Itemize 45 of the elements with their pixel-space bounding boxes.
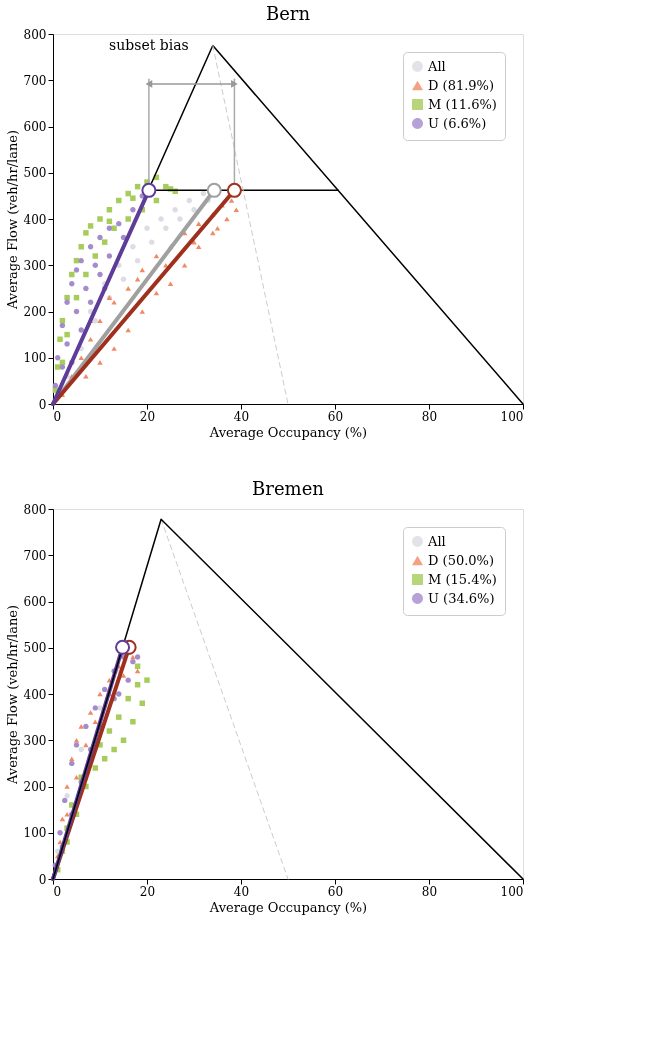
x-tick-label: 80 bbox=[421, 409, 438, 424]
legend-label: All bbox=[427, 533, 446, 549]
x-tick-label: 60 bbox=[327, 409, 344, 424]
y-tick-label: 400 bbox=[23, 687, 47, 702]
x-tick-label: 80 bbox=[421, 884, 438, 899]
legend-label: M (11.6%) bbox=[428, 96, 497, 112]
y-tick-label: 0 bbox=[38, 872, 47, 887]
y-tick-label: 100 bbox=[23, 826, 47, 841]
x-tick-label: 100 bbox=[500, 409, 524, 424]
y-tick-label: 500 bbox=[23, 641, 47, 656]
x-tick-label: 40 bbox=[233, 409, 250, 424]
y-tick-label: 700 bbox=[23, 548, 47, 563]
y-axis-title: Average Flow (veh/hr/lane) bbox=[4, 604, 20, 786]
legend-label: M (15.4%) bbox=[428, 571, 497, 587]
annotation: subset bias bbox=[109, 36, 189, 53]
chart-title: Bremen bbox=[252, 478, 325, 499]
legend-label: All bbox=[427, 58, 446, 74]
y-tick-label: 100 bbox=[23, 351, 47, 366]
y-tick-label: 500 bbox=[23, 166, 47, 181]
legend-label: U (34.6%) bbox=[428, 590, 495, 606]
x-tick-label: 60 bbox=[327, 884, 344, 899]
y-tick-label: 800 bbox=[23, 502, 47, 517]
y-tick-label: 300 bbox=[23, 258, 47, 273]
y-tick-label: 400 bbox=[23, 212, 47, 227]
y-tick-label: 0 bbox=[38, 397, 47, 412]
x-tick-label: 100 bbox=[500, 884, 524, 899]
y-tick-label: 300 bbox=[23, 733, 47, 748]
y-tick-label: 200 bbox=[23, 780, 47, 794]
legend-label: U (6.6%) bbox=[428, 115, 487, 131]
y-tick-label: 700 bbox=[23, 73, 47, 88]
y-axis-title: Average Flow (veh/hr/lane) bbox=[4, 129, 20, 311]
x-tick-label: 20 bbox=[139, 884, 156, 899]
y-tick-label: 200 bbox=[23, 305, 47, 319]
x-axis-title: Average Occupancy (%) bbox=[208, 899, 368, 915]
x-tick-label: 20 bbox=[139, 409, 156, 424]
legend-label: D (81.9%) bbox=[428, 77, 494, 93]
x-tick-label: 0 bbox=[53, 409, 62, 424]
y-tick-label: 800 bbox=[23, 27, 47, 42]
x-axis-title: Average Occupancy (%) bbox=[208, 424, 368, 440]
y-tick-label: 600 bbox=[23, 595, 47, 609]
legend-label: D (50.0%) bbox=[428, 552, 494, 568]
chart-title: Bern bbox=[265, 3, 311, 24]
y-tick-label: 600 bbox=[23, 120, 47, 134]
x-tick-label: 0 bbox=[53, 884, 62, 899]
x-tick-label: 40 bbox=[233, 884, 250, 899]
